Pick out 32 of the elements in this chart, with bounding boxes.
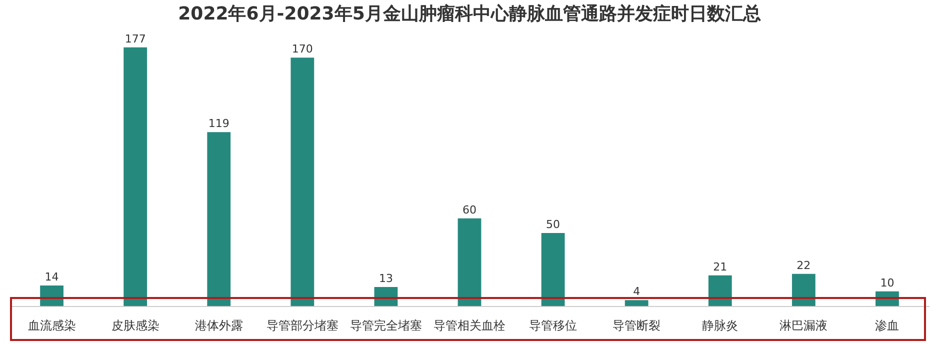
- x-tick-label: 渗血: [875, 318, 900, 332]
- x-tick-label: 导管相关血栓: [434, 318, 506, 332]
- x-tick-label: 血流感染: [28, 318, 76, 332]
- bar: [124, 47, 148, 306]
- bar: [708, 275, 732, 306]
- data-label: 13: [378, 272, 393, 286]
- bar: [207, 132, 231, 306]
- x-tick-label: 港体外露: [194, 318, 243, 332]
- data-label: 170: [292, 42, 313, 56]
- data-label: 50: [546, 218, 560, 231]
- x-tick-label: 导管移位: [529, 318, 578, 332]
- x-tick-label: 导管断裂: [612, 318, 661, 332]
- bar: [40, 286, 64, 306]
- data-label: 21: [713, 260, 728, 274]
- x-tick-label: 导管完全堵塞: [350, 318, 422, 332]
- data-label: 14: [44, 270, 59, 284]
- bar: [792, 274, 816, 306]
- x-tick-label: 淋巴漏液: [780, 318, 828, 332]
- chart-title: 2022年6月-2023年5月金山肿瘤科中心静脉血管通路并发症时日数汇总: [178, 3, 761, 24]
- data-label: 119: [208, 117, 230, 130]
- data-label: 4: [633, 285, 640, 298]
- bar: [541, 232, 565, 306]
- bar: [624, 300, 648, 306]
- data-label: 177: [124, 32, 146, 46]
- data-label: 22: [796, 258, 811, 272]
- x-tick-label: 皮肤感染: [111, 318, 160, 332]
- x-tick-label: 静脉炎: [702, 318, 738, 332]
- data-label: 10: [880, 276, 894, 290]
- x-tick-label: 导管部分堵塞: [266, 318, 338, 332]
- bar: [458, 218, 482, 306]
- data-label: 60: [462, 203, 476, 216]
- bar: [290, 58, 314, 306]
